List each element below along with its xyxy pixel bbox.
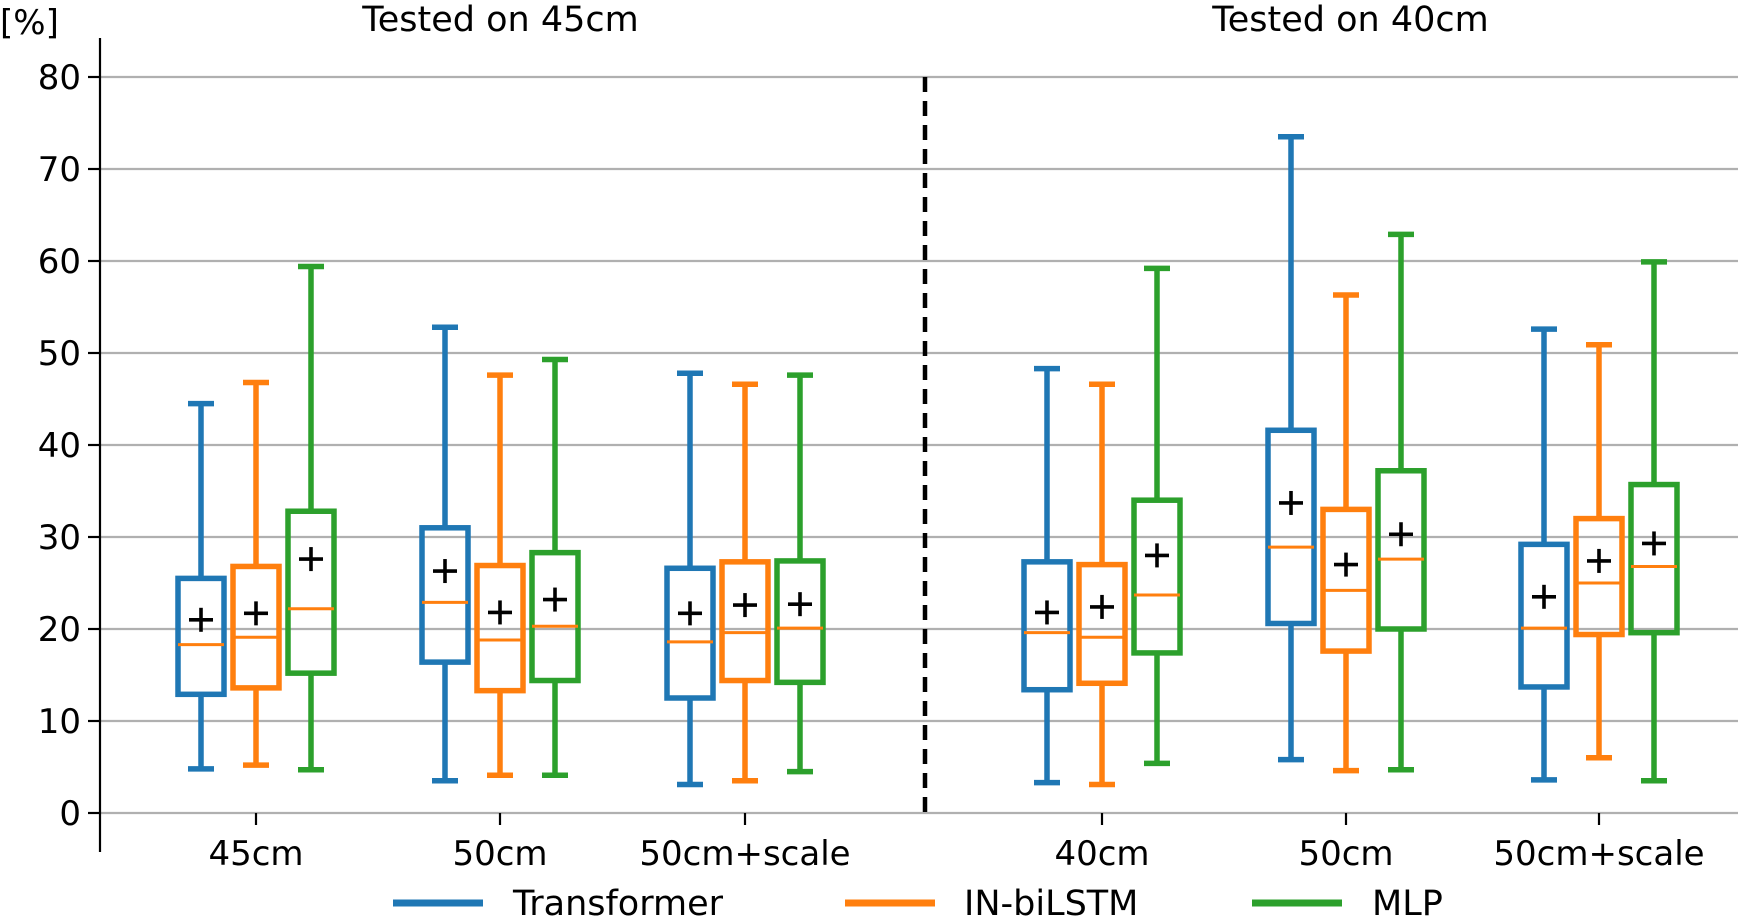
x-tick-label: 50cm+scale (1493, 834, 1704, 874)
iqr-box (774, 558, 826, 686)
legend-item: IN-biLSTM (845, 884, 1138, 919)
y-tick-label: 70 (38, 150, 81, 190)
iqr-box (230, 563, 282, 691)
y-tick-label: 80 (38, 58, 81, 98)
box-transformer (1518, 326, 1570, 783)
iqr-box (285, 508, 337, 676)
grid-lines (100, 75, 1738, 815)
box-in-bilstm (230, 379, 282, 768)
y-tick-label: 50 (38, 334, 81, 374)
y-tick-label: 0 (59, 794, 81, 834)
iqr-box (419, 525, 471, 665)
iqr-box (1518, 541, 1570, 690)
iqr-box (175, 575, 227, 698)
iqr-box (1375, 468, 1427, 632)
iqr-box (1021, 559, 1073, 693)
box-in-bilstm (1573, 341, 1625, 761)
box-transformer (175, 400, 227, 772)
iqr-box (1265, 427, 1317, 627)
box-transformer (419, 324, 471, 784)
legend-label: Transformer (512, 884, 724, 919)
group-title: Tested on 40cm (1211, 0, 1488, 40)
iqr-box (1628, 481, 1680, 636)
box-mlp (1375, 231, 1427, 773)
iqr-box (1320, 506, 1372, 654)
iqr-box (719, 559, 771, 684)
box-in-bilstm (1320, 292, 1372, 774)
x-tick-label: 50cm (1298, 834, 1393, 874)
legend-label: IN-biLSTM (964, 884, 1138, 919)
y-axis-label: [%] (0, 3, 59, 43)
x-tick-label: 50cm (452, 834, 547, 874)
axes: 0 10 20 30 40 50 60 70 80 [%] 45cm 50cm 50cm+scale 40… (0, 3, 1705, 874)
box-mlp (1628, 259, 1680, 784)
legend-label: MLP (1372, 884, 1443, 919)
box-mlp (529, 356, 581, 779)
box-transformer (664, 370, 716, 788)
box-transformer (1265, 134, 1317, 763)
y-tick-label: 60 (38, 242, 81, 282)
iqr-box (664, 565, 716, 701)
box-mlp (774, 372, 826, 775)
iqr-box (1076, 561, 1128, 687)
legend: Transformer IN-biLSTM MLP (393, 884, 1443, 919)
group-titles: Tested on 45cm Tested on 40cm (361, 0, 1488, 40)
box-in-bilstm (719, 381, 771, 784)
iqr-box (529, 549, 581, 684)
iqr-box (1573, 515, 1625, 638)
box-transformer (1021, 365, 1073, 786)
y-tick-label: 40 (38, 426, 81, 466)
x-tick-label: 45cm (208, 834, 303, 874)
box-mlp (1131, 265, 1183, 767)
box-mlp (285, 263, 337, 773)
iqr-box (474, 562, 526, 694)
x-tick-label: 50cm+scale (639, 834, 850, 874)
legend-item: Transformer (393, 884, 724, 919)
y-tick-label: 10 (38, 702, 81, 742)
x-tick-label: 40cm (1054, 834, 1149, 874)
legend-item: MLP (1252, 884, 1443, 919)
box-in-bilstm (1076, 381, 1128, 788)
y-tick-label: 20 (38, 610, 81, 650)
iqr-box (1131, 497, 1183, 656)
y-tick-label: 30 (38, 518, 81, 558)
box-in-bilstm (474, 372, 526, 779)
group-title: Tested on 45cm (361, 0, 638, 40)
boxes (175, 134, 1680, 788)
